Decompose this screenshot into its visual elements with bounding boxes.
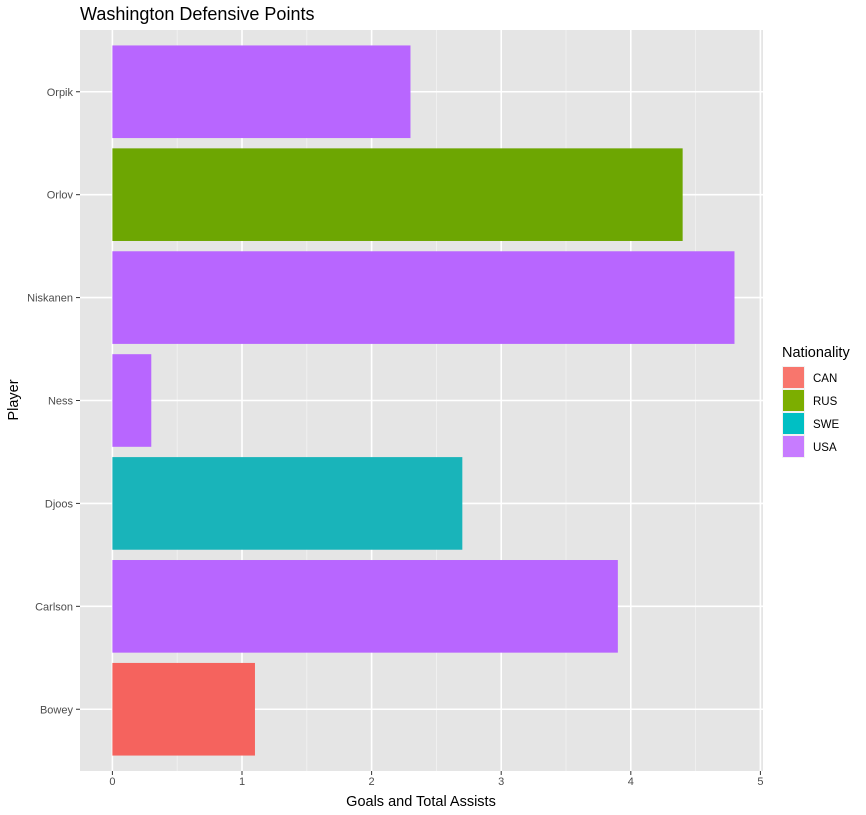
legend: Nationality CAN RUS SWE USA (782, 345, 850, 458)
legend-label-can: CAN (813, 373, 837, 385)
y-tick-label-orlov: Orlov (47, 190, 74, 202)
legend-label-usa: USA (813, 442, 837, 454)
x-tick-label: 2 (369, 776, 375, 788)
y-tick-label-bowey: Bowey (40, 704, 74, 716)
x-tick-label: 1 (239, 776, 245, 788)
x-tick-label: 5 (757, 776, 763, 788)
y-tick-label-carlson: Carlson (35, 601, 73, 613)
chart-title: Washington Defensive Points (80, 4, 314, 24)
legend-title: Nationality (782, 345, 850, 361)
bar-ness (112, 354, 152, 447)
bar-orpik (112, 45, 411, 139)
y-axis: Bowey Carlson Djoos Ness Niskanen Orlov Orpik (27, 87, 80, 716)
y-tick-label-ness: Ness (48, 396, 74, 408)
legend-label-rus: RUS (813, 396, 838, 408)
bar-niskanen (112, 251, 735, 344)
x-tick-label: 3 (498, 776, 504, 788)
y-tick-label-niskanen: Niskanen (27, 293, 73, 305)
x-axis: 0 1 2 3 4 5 (109, 771, 763, 788)
bar-carlson (112, 560, 618, 653)
bar-orlov (112, 148, 683, 241)
bars (112, 45, 735, 756)
x-tick-label: 4 (628, 776, 634, 788)
x-axis-title: Goals and Total Assists (346, 794, 496, 810)
y-tick-label-djoos: Djoos (45, 498, 74, 510)
x-tick-label: 0 (109, 776, 115, 788)
y-tick-label-orpik: Orpik (47, 87, 74, 99)
legend-swatch-swe (783, 413, 804, 434)
legend-swatch-can (783, 367, 804, 388)
legend-label-swe: SWE (813, 419, 840, 431)
y-axis-title: Player (6, 379, 22, 420)
bar-djoos (112, 457, 463, 550)
legend-swatch-usa (783, 436, 804, 457)
legend-swatch-rus (783, 390, 804, 411)
bar-bowey (112, 662, 255, 756)
